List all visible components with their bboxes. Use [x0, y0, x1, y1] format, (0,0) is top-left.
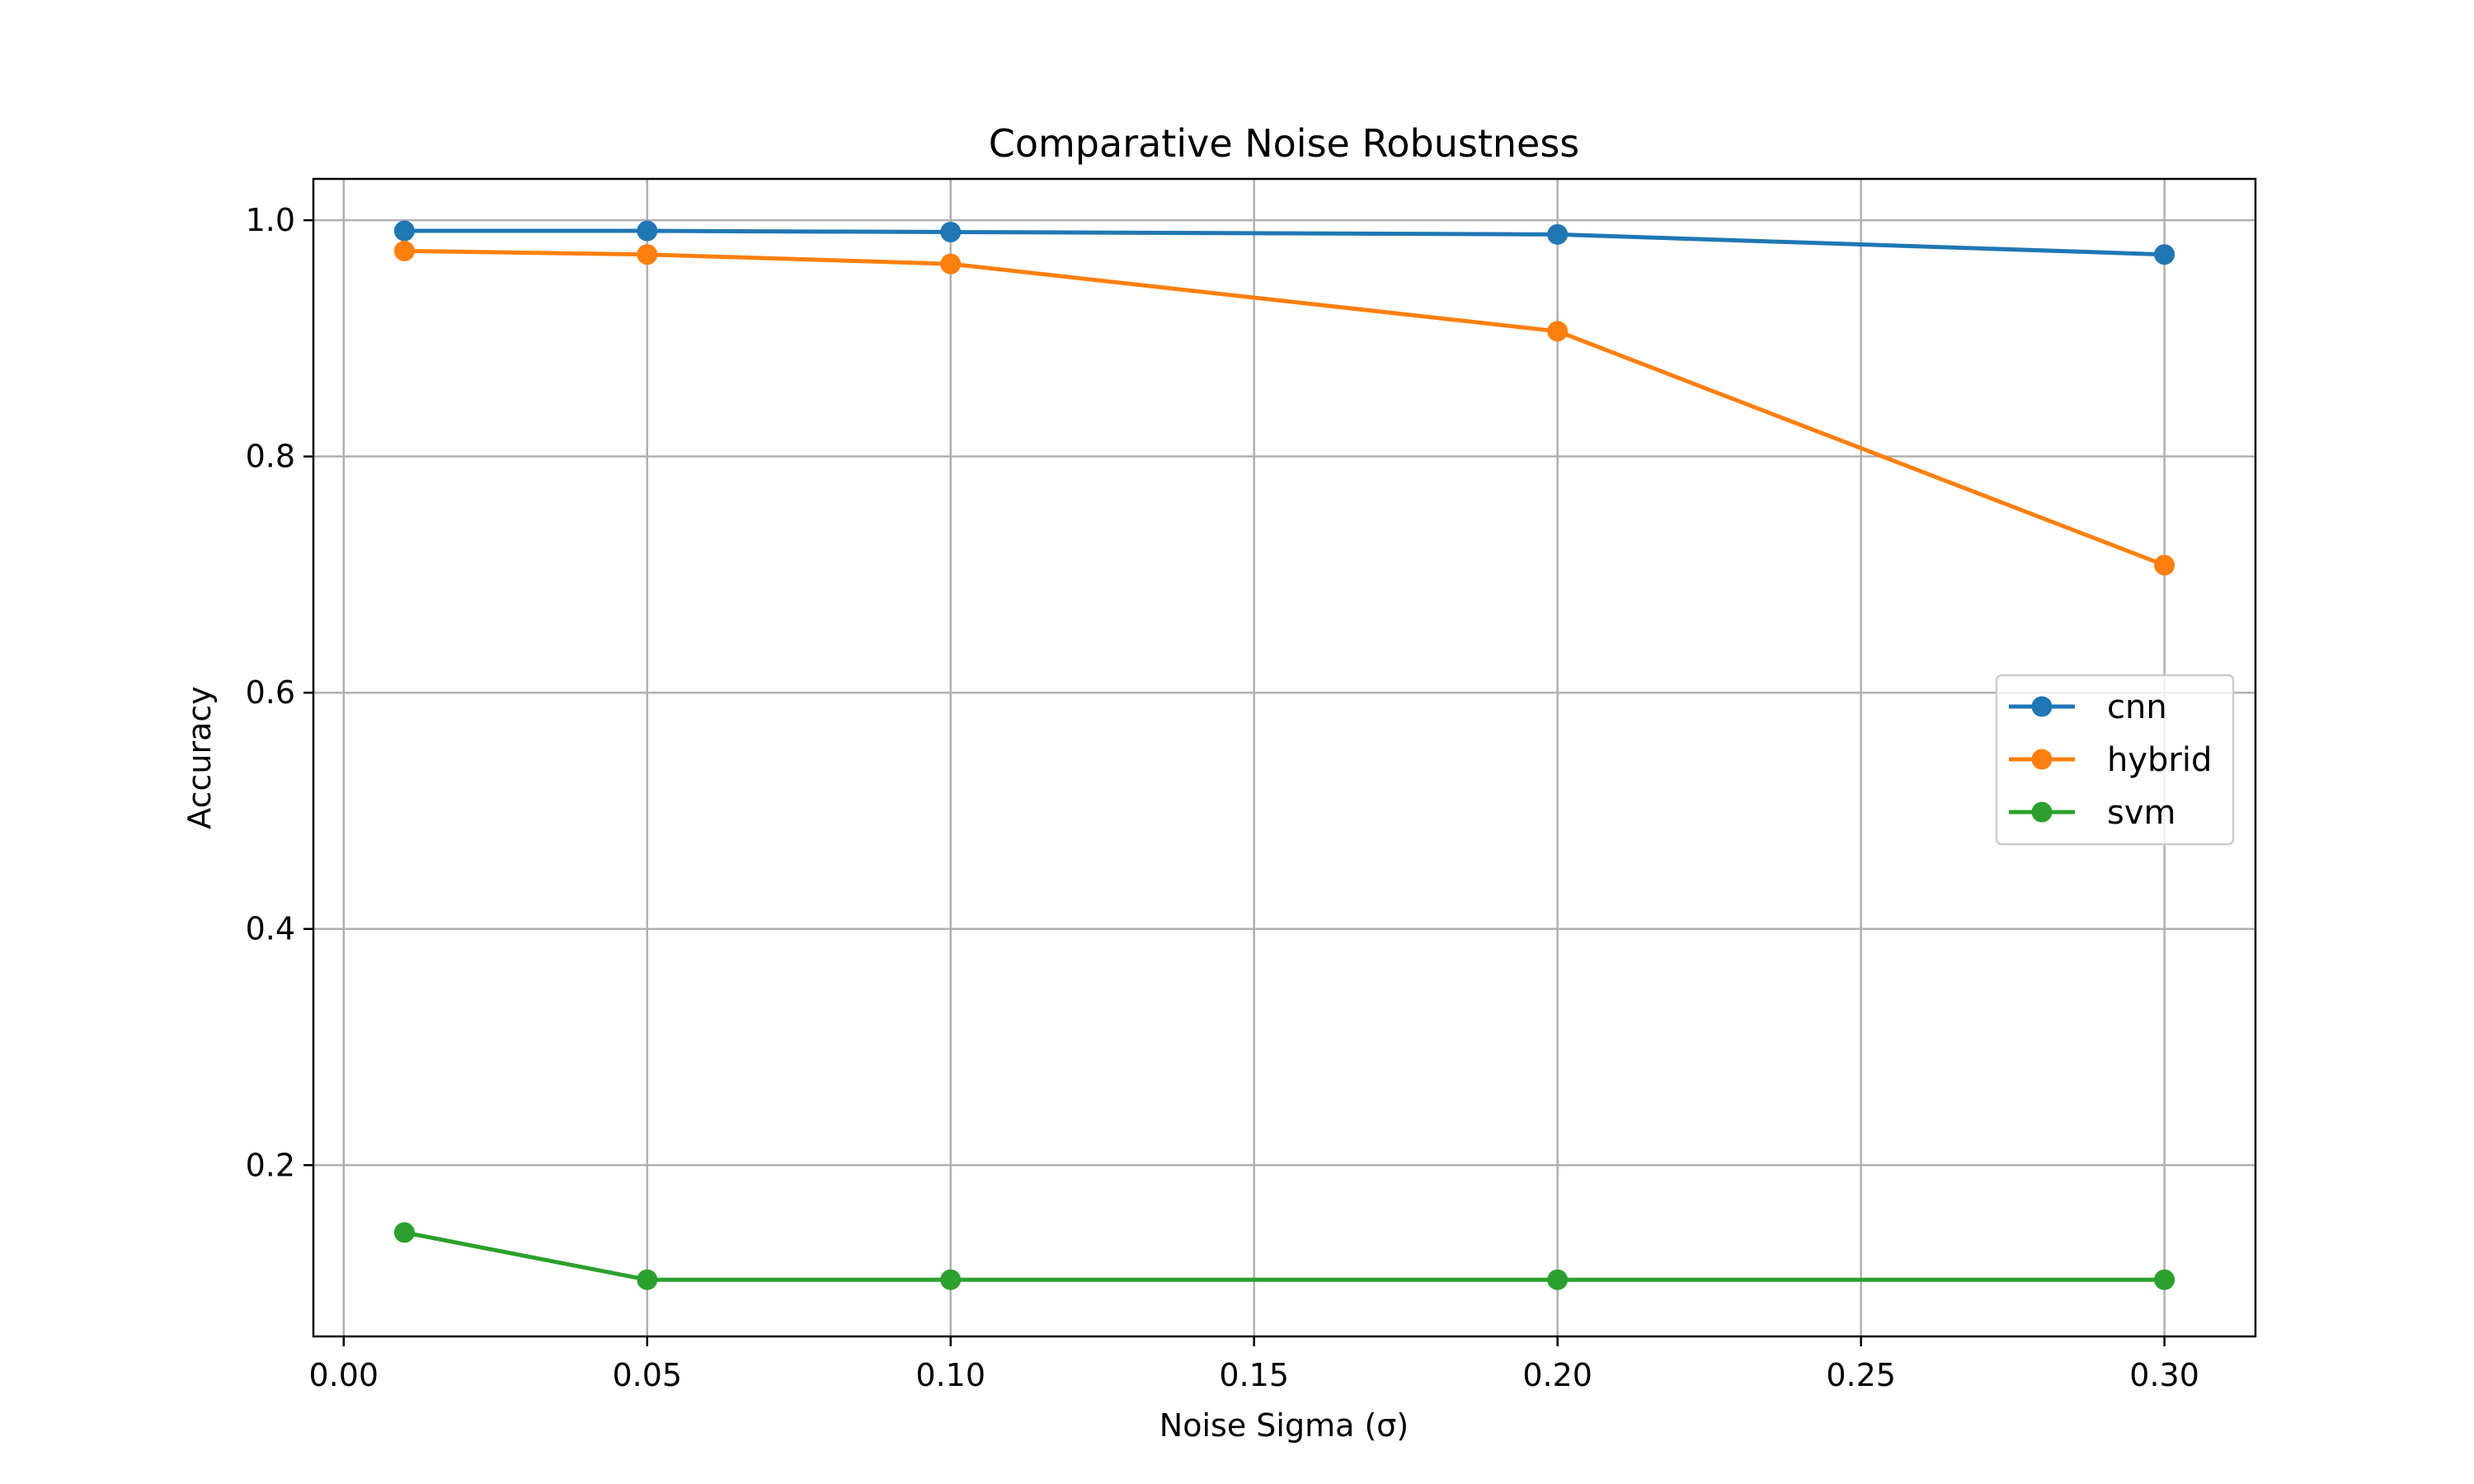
y-axis-label: Accuracy: [181, 686, 218, 829]
x-tick-label: 0.05: [612, 1357, 682, 1393]
data-point-svm: [637, 1269, 658, 1290]
data-point-hybrid: [940, 253, 962, 275]
data-point-hybrid: [1547, 321, 1569, 342]
legend: cnn hybrid svm: [1995, 674, 2235, 846]
x-tick-label: 0.00: [308, 1357, 379, 1393]
x-tick-label: 0.25: [1826, 1357, 1896, 1393]
legend-box: [1995, 674, 2235, 846]
legend-marker-svm: [2031, 801, 2053, 823]
data-point-svm: [2154, 1269, 2175, 1290]
ticks: 0.00 0.05 0.10 0.15 0.20 0.25 0.30 0.2 0.4 0.6 0.8…: [246, 202, 2199, 1393]
y-tick-label: 0.8: [246, 439, 295, 475]
x-tick-label: 0.30: [2129, 1357, 2199, 1393]
data-point-cnn: [1547, 223, 1569, 245]
legend-label-svm: svm: [2107, 794, 2175, 832]
y-tick-label: 0.2: [246, 1147, 295, 1183]
legend-marker-cnn: [2031, 696, 2053, 717]
data-point-cnn: [637, 220, 658, 242]
series-layer: [393, 220, 2175, 1290]
data-point-hybrid: [2154, 554, 2175, 575]
plot-frame: [312, 177, 2257, 1338]
data-point-cnn: [940, 221, 962, 242]
x-tick-label: 0.10: [915, 1357, 985, 1393]
data-point-svm: [1547, 1269, 1569, 1290]
y-tick-label: 0.4: [246, 911, 295, 947]
x-axis-label: Noise Sigma (σ): [1159, 1407, 1409, 1444]
x-tick-label: 0.20: [1522, 1357, 1592, 1393]
chart-title: Comparative Noise Robustness: [989, 121, 1580, 166]
grid: [313, 179, 2255, 1336]
x-tick-label: 0.15: [1219, 1357, 1289, 1393]
legend-label-hybrid: hybrid: [2107, 741, 2212, 779]
data-point-cnn: [2154, 244, 2175, 265]
legend-label-cnn: cnn: [2107, 688, 2167, 726]
y-tick-label: 1.0: [246, 202, 295, 238]
data-point-svm: [393, 1222, 415, 1243]
legend-marker-hybrid: [2031, 749, 2053, 770]
y-tick-label: 0.6: [246, 674, 295, 711]
data-point-hybrid: [393, 240, 415, 261]
data-point-cnn: [393, 220, 415, 242]
data-point-svm: [940, 1269, 962, 1290]
data-point-hybrid: [637, 244, 658, 265]
